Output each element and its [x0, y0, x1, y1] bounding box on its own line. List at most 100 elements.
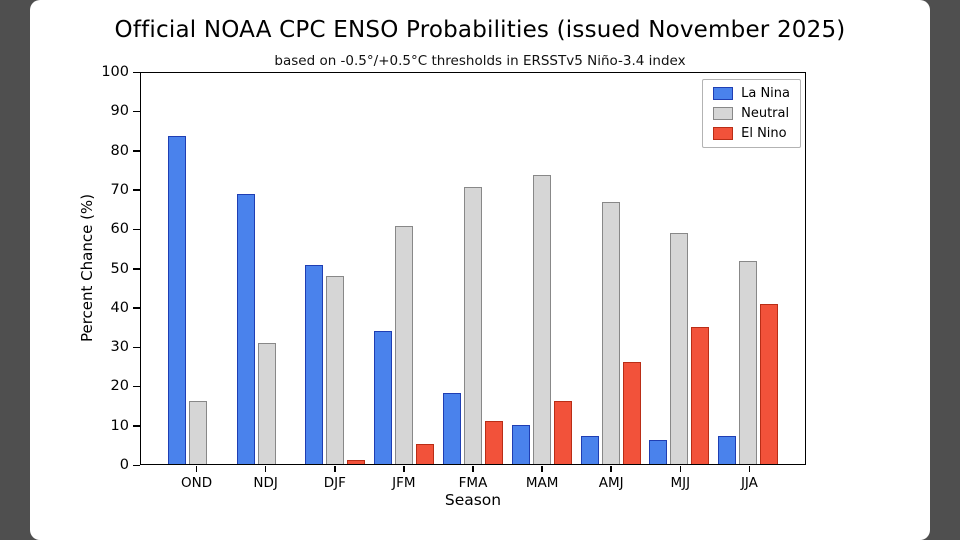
y-tick-label-90: 90 [110, 103, 129, 120]
x-tick-mark [472, 466, 474, 472]
bar-neutral-fma [464, 186, 483, 464]
bar-group-ond [164, 74, 233, 464]
bar-neutral-mjj [670, 233, 689, 464]
x-tick-label: OND [180, 475, 213, 491]
bar-el-nino-fma [485, 420, 504, 464]
x-tick-label: JFM [392, 475, 416, 491]
bar-group-mam [507, 74, 576, 464]
x-tick-labels: OND NDJ DJF JFM FMA MAM AMJ MJJ JJA [140, 466, 806, 491]
y-tick-mark [133, 346, 140, 349]
x-tick-label: DJF [323, 475, 346, 491]
bar-group-mjj [645, 74, 714, 464]
x-tick-mark [403, 466, 405, 472]
bar-group-djf [301, 74, 370, 464]
y-tick-mark [133, 110, 140, 113]
y-tick-label-30: 30 [110, 339, 129, 356]
x-tick-label: MAM [525, 475, 559, 491]
x-tick-mark [541, 466, 543, 472]
y-tick-mark [133, 228, 140, 231]
bar-el-nino-jfm [416, 444, 435, 464]
chart-title: Official NOAA CPC ENSO Probabilities (is… [114, 17, 846, 43]
bar-la-nina-mjj [649, 440, 668, 464]
y-tick-label-80: 80 [110, 142, 129, 159]
x-tick-mark [748, 466, 751, 472]
y-tick-mark [133, 464, 140, 466]
y-tick-mark [133, 189, 140, 191]
bar-group-fma [439, 74, 508, 464]
x-tick-mjj: MJJ [646, 466, 715, 491]
x-tick-jfm: JFM [369, 466, 438, 491]
y-tick-mark [133, 385, 140, 388]
bar-group-jja [714, 74, 783, 464]
bar-group-amj [576, 74, 645, 464]
bar-la-nina-jfm [374, 330, 393, 464]
bar-el-nino-djf [347, 459, 366, 464]
bar-la-nina-mam [511, 424, 530, 464]
bar-group-jfm [370, 74, 439, 464]
chart-subtitle: based on -0.5°/+0.5°C thresholds in ERSS… [274, 53, 686, 69]
legend-item-neutral: Neutral [713, 106, 790, 121]
y-tick-label-70: 70 [110, 181, 129, 198]
x-tick-jja: JJA [715, 466, 784, 491]
y-tick-label-100: 100 [101, 64, 129, 80]
x-tick-mark [679, 466, 682, 472]
x-axis-label: Season [444, 491, 502, 509]
legend: La Nina Neutral El Nino [702, 79, 801, 148]
legend-item-el-nino: El Nino [713, 126, 790, 141]
legend-swatch-neutral [713, 107, 734, 120]
bar-neutral-jja [739, 260, 758, 464]
bar-neutral-ndj [257, 342, 276, 464]
legend-swatch-el-nino [713, 127, 734, 140]
y-tick-label-10: 10 [110, 417, 129, 434]
y-tick-label-40: 40 [110, 299, 129, 316]
x-tick-mark [334, 466, 336, 472]
legend-item-la-nina: La Nina [713, 86, 790, 101]
bar-el-nino-mam [553, 401, 572, 464]
bar-neutral-djf [326, 276, 345, 464]
bar-la-nina-ndj [236, 194, 255, 464]
x-tick-mark [264, 466, 267, 472]
x-tick-label: NDJ [253, 475, 278, 491]
bar-la-nina-jja [718, 436, 737, 464]
bar-la-nina-fma [443, 393, 462, 464]
y-tick-label-60: 60 [110, 221, 129, 238]
bar-la-nina-djf [305, 264, 324, 464]
bar-group-ndj [232, 74, 301, 464]
x-tick-mark [195, 466, 198, 472]
x-tick-label: FMA [458, 475, 488, 491]
y-tick-label-50: 50 [110, 260, 129, 277]
y-tick-mark [133, 150, 140, 152]
y-tick-mark [133, 307, 140, 309]
chart-canvas: Official NOAA CPC ENSO Probabilities (is… [30, 0, 930, 540]
bar-neutral-ond [188, 401, 207, 464]
bar-neutral-jfm [395, 225, 414, 464]
x-tick-ond: OND [162, 466, 231, 491]
x-tick-label: MJJ [670, 475, 691, 491]
bar-neutral-amj [601, 202, 620, 464]
legend-label: La Nina [741, 86, 790, 101]
bar-el-nino-mjj [691, 327, 710, 464]
x-tick-mark [610, 466, 612, 472]
legend-swatch-la-nina [713, 87, 734, 100]
bar-la-nina-ond [167, 135, 186, 464]
y-tick-mark [133, 71, 140, 73]
x-tick-djf: DJF [300, 466, 369, 491]
x-tick-label: AMJ [598, 475, 624, 491]
legend-label: Neutral [741, 106, 790, 121]
x-tick-ndj: NDJ [231, 466, 300, 491]
y-axis: 0 10 20 30 40 50 60 70 80 90 100 [101, 64, 806, 473]
bar-groups [142, 74, 805, 464]
y-tick-label-0: 0 [119, 457, 129, 473]
x-tick-amj: AMJ [577, 466, 646, 491]
legend-label: El Nino [741, 126, 787, 141]
y-tick-mark [133, 268, 140, 270]
x-tick-fma: FMA [438, 466, 507, 491]
y-tick-label-20: 20 [110, 378, 129, 395]
x-tick-label: JJA [740, 475, 758, 491]
y-tick-mark [133, 425, 140, 427]
x-tick-mam: MAM [508, 466, 577, 491]
bar-el-nino-jja [760, 303, 779, 464]
bar-el-nino-amj [622, 362, 641, 464]
plot-area: 0 10 20 30 40 50 60 70 80 90 100 La Nina Neutral El … [101, 64, 806, 473]
